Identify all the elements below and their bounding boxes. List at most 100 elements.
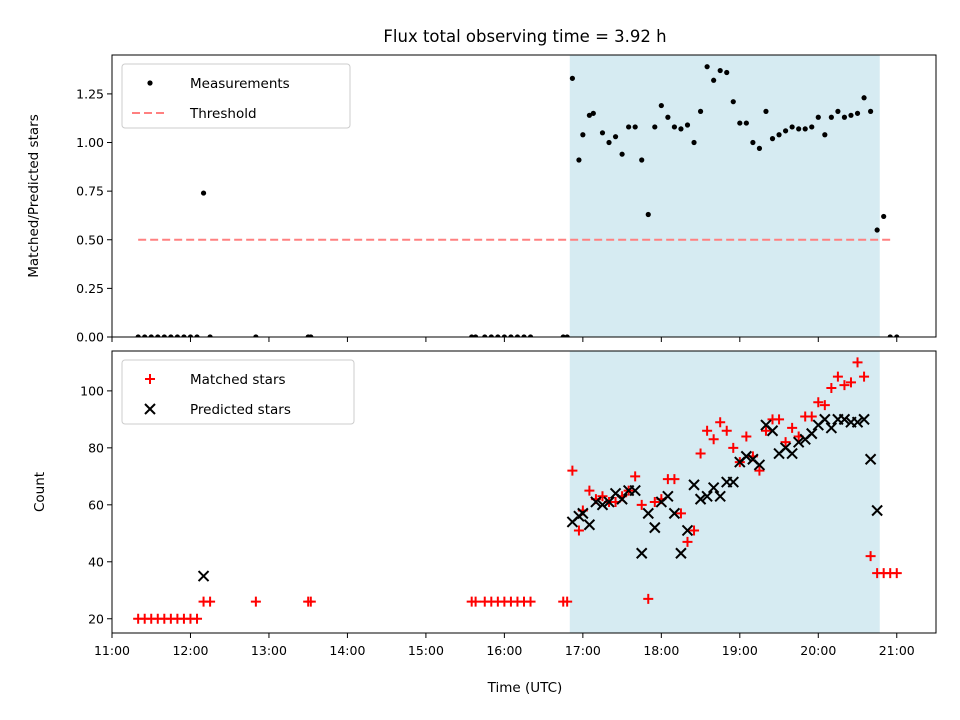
data-point [569, 75, 575, 81]
data-point [864, 453, 877, 465]
data-point [714, 490, 726, 502]
data-point [482, 334, 488, 337]
x-tick-label: 21:00 [879, 643, 915, 658]
data-point [854, 110, 861, 116]
axes-frame [111, 350, 937, 634]
data-point [678, 126, 684, 132]
legend-swatch [145, 374, 155, 384]
data-point [508, 334, 514, 337]
legend-box [121, 359, 355, 425]
data-point [697, 108, 704, 114]
data-point [852, 357, 863, 368]
data-point [142, 334, 148, 337]
data-point [792, 436, 805, 448]
data-point [174, 334, 180, 337]
data-point [573, 525, 584, 536]
y-tick-label: 1.25 [76, 86, 104, 101]
data-point [580, 132, 586, 138]
data-point [689, 525, 700, 536]
data-point [838, 413, 851, 426]
data-point [694, 493, 707, 505]
data-point [632, 124, 638, 130]
data-point [727, 476, 739, 488]
x-tick-label: 11:00 [94, 643, 130, 658]
data-point [501, 334, 507, 337]
x-tick-label: 20:00 [800, 643, 836, 658]
y-tick-label: 0.25 [76, 281, 104, 296]
data-point [721, 425, 732, 436]
data-point [148, 334, 154, 337]
chart-title: Flux total observing time = 3.92 h [383, 27, 666, 46]
data-point [711, 77, 717, 83]
data-point [717, 67, 723, 74]
data-point [662, 490, 674, 502]
data-point [832, 371, 843, 382]
data-point [780, 437, 791, 448]
y-tick-label: 0.00 [76, 330, 104, 345]
y-tick-label: 20 [88, 611, 104, 626]
data-point [665, 114, 671, 120]
data-point [669, 474, 680, 485]
data-point [469, 334, 475, 337]
data-point [730, 99, 736, 105]
data-point [636, 547, 648, 559]
data-point [168, 334, 174, 337]
y-tick-label: 1.00 [76, 135, 104, 150]
data-point [470, 596, 481, 607]
x-tick-label: 12:00 [172, 643, 208, 658]
data-point [564, 334, 570, 337]
data-point [253, 334, 259, 337]
data-point [868, 108, 874, 114]
y-tick-label: 60 [88, 497, 104, 512]
data-point [756, 145, 763, 151]
data-point [200, 190, 207, 196]
axes-frame [111, 54, 937, 338]
data-point [740, 450, 753, 463]
data-point [839, 380, 850, 391]
data-point [630, 471, 641, 482]
data-point [603, 496, 615, 508]
bottom-panel: 20 40 60 80 100 11:00 12:00 13:00 14:00 15:00 16:0… [32, 350, 937, 658]
data-point [787, 422, 798, 433]
data-point [819, 413, 831, 426]
data-point [562, 596, 573, 607]
data-point [743, 120, 749, 126]
x-tick-label: 17:00 [565, 643, 601, 658]
data-point [675, 547, 687, 559]
legend-swatch [144, 403, 156, 415]
data-point [825, 422, 838, 434]
data-point [835, 108, 841, 114]
data-point [205, 596, 216, 607]
y-tick-label: 40 [88, 554, 104, 569]
legend-box [121, 63, 351, 129]
data-point [841, 114, 848, 120]
data-point [861, 95, 867, 101]
legend: Measurements Threshold [121, 63, 351, 129]
data-point [514, 334, 521, 337]
data-point [187, 334, 194, 337]
data-point [871, 504, 883, 517]
x-tick-label: 15:00 [408, 643, 444, 658]
legend-label: Matched stars [190, 372, 286, 388]
data-point [774, 414, 785, 425]
data-point [626, 124, 632, 130]
data-point [802, 126, 808, 132]
data-point [599, 130, 606, 136]
data-point [675, 508, 686, 519]
data-point [586, 112, 592, 118]
data-point [527, 334, 534, 337]
data-point [766, 425, 779, 437]
data-point [822, 132, 828, 138]
data-point [782, 128, 789, 134]
data-point [815, 114, 821, 120]
data-point [135, 334, 141, 337]
data-point [590, 496, 602, 508]
data-point [197, 570, 210, 582]
data-point [796, 126, 802, 132]
data-point [181, 334, 187, 337]
data-point [161, 334, 167, 337]
data-point [786, 447, 798, 460]
legend-swatch [147, 80, 153, 86]
data-point [701, 490, 713, 502]
data-point [584, 485, 595, 496]
